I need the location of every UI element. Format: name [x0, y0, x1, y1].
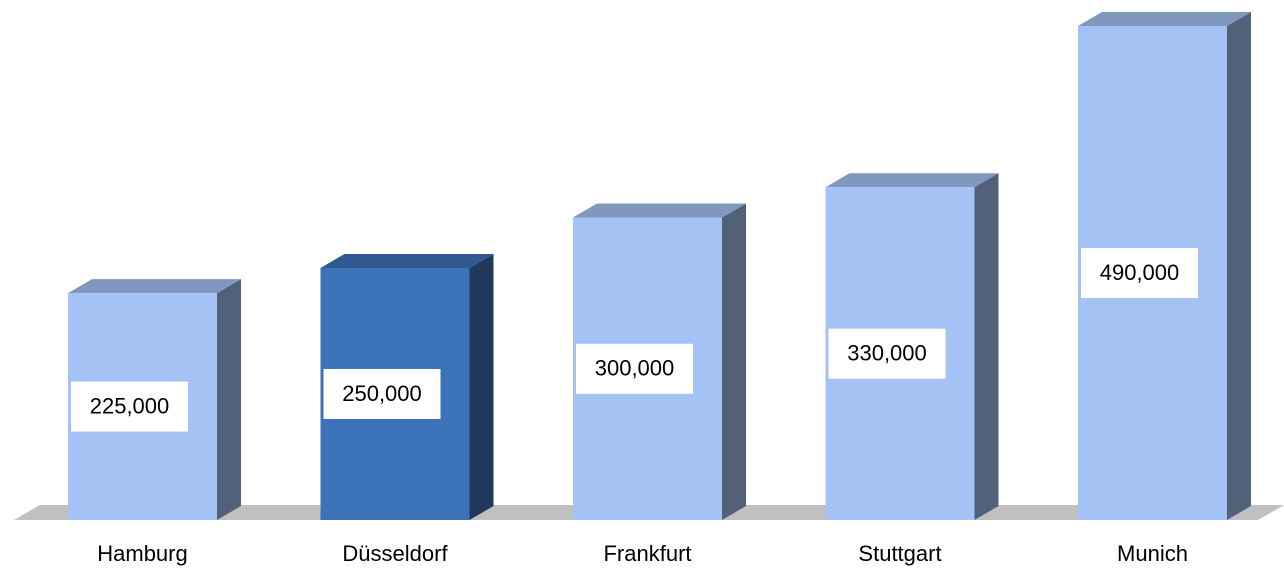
x-tick-label: Hamburg: [97, 541, 187, 566]
bar-top: [573, 203, 746, 218]
bar-side: [469, 253, 494, 521]
x-tick-label: Frankfurt: [603, 541, 691, 566]
bar-side: [1227, 12, 1251, 520]
bar-side: [974, 173, 999, 520]
value-label: 225,000: [90, 393, 170, 418]
value-label-box: [576, 343, 693, 394]
bar-top: [1078, 12, 1251, 26]
x-tick-label: Munich: [1117, 541, 1188, 566]
value-label: 250,000: [342, 381, 422, 406]
x-tick-label: Stuttgart: [858, 541, 941, 566]
value-label-box: [1081, 248, 1198, 298]
bar-top: [825, 173, 999, 188]
x-tick-label: Düsseldorf: [342, 541, 448, 566]
value-label-box: [71, 381, 188, 432]
bar-side: [722, 203, 746, 520]
value-label: 330,000: [847, 340, 927, 365]
value-label-box: [323, 368, 441, 419]
value-label: 300,000: [595, 356, 675, 381]
bar-top: [68, 279, 241, 294]
value-label-box: [828, 328, 946, 379]
bar-side: [217, 279, 241, 520]
bar-top: [320, 253, 494, 268]
value-label: 490,000: [1100, 260, 1180, 285]
